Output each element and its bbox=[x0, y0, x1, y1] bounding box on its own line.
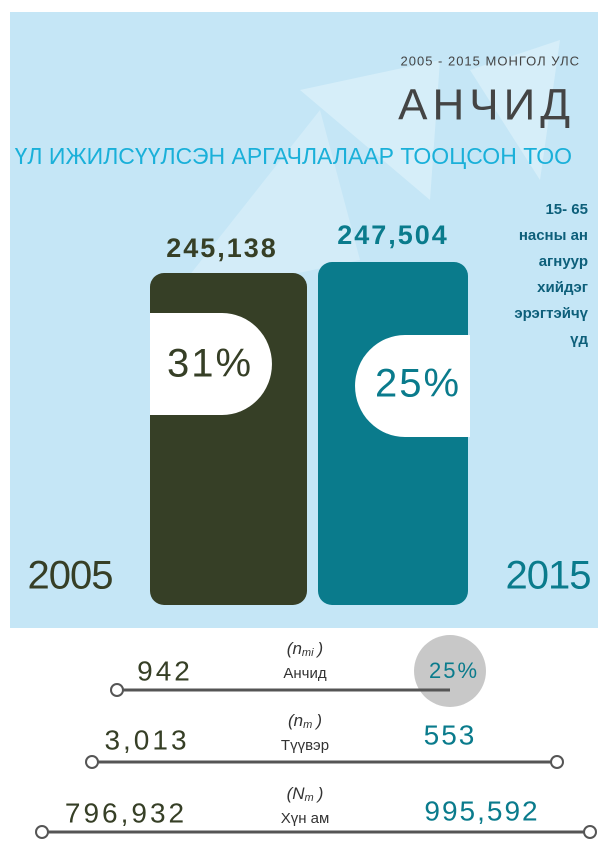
bar-share: 31% bbox=[167, 342, 253, 386]
note-line: үд bbox=[570, 331, 588, 348]
row-left-value: 3,013 bbox=[104, 724, 189, 755]
row-label: Хүн ам bbox=[281, 810, 330, 827]
row-symbol: (Nm) bbox=[287, 784, 324, 803]
rows: 942(nmi)Анчид 25%3,013(nm)Түүвэр 553796,93… bbox=[35, 639, 597, 839]
symbol-base: (n bbox=[288, 711, 303, 730]
row-label: Түүвэр bbox=[281, 737, 329, 754]
row-symbol: (nm) bbox=[288, 711, 322, 730]
bar-total: 247,504 bbox=[337, 220, 449, 250]
note: 15- 65 насны ан агнуур хийдэг эрэгтэйчү үд bbox=[514, 201, 588, 348]
bar-share: 25% bbox=[375, 362, 461, 406]
row-dot bbox=[85, 755, 99, 769]
row-symbol: (nmi) bbox=[287, 639, 323, 658]
note-line: агнуур bbox=[539, 253, 588, 270]
pill bbox=[355, 335, 470, 437]
row-left-value: 942 bbox=[137, 655, 193, 686]
pill bbox=[150, 313, 272, 415]
decor bbox=[170, 110, 360, 300]
row-dot bbox=[550, 755, 564, 769]
bar-year: 2005 bbox=[28, 554, 113, 598]
row-right-value: 25% bbox=[429, 658, 479, 683]
note-line: эрэгтэйчү bbox=[514, 305, 588, 322]
bar-year: 2015 bbox=[506, 554, 591, 598]
row-right-value: 995,592 bbox=[424, 795, 539, 826]
decor bbox=[470, 40, 560, 180]
bottom-panel bbox=[0, 628, 599, 845]
note-line: хийдэг bbox=[537, 279, 588, 296]
row-dot bbox=[35, 825, 49, 839]
symbol-close: ) bbox=[316, 784, 324, 803]
title: АНЧИД bbox=[398, 81, 575, 130]
symbol-base: (n bbox=[287, 639, 302, 658]
bar-total: 245,138 bbox=[166, 233, 278, 263]
symbol-sub: mi bbox=[302, 647, 314, 659]
bars: 245,138 31% 2005 247,504 25% 2015 bbox=[28, 220, 592, 598]
row-dot bbox=[110, 683, 124, 697]
row-left-value: 796,932 bbox=[65, 797, 187, 828]
symbol-close: ) bbox=[316, 639, 324, 658]
note-line: насны ан bbox=[519, 227, 588, 244]
symbol-close: ) bbox=[314, 711, 322, 730]
symbol-sub: m bbox=[303, 719, 312, 731]
symbol-sub: m bbox=[305, 792, 314, 804]
decor bbox=[300, 60, 440, 200]
subtitle: 2005 - 2015 МОНГОЛ УЛС bbox=[401, 53, 581, 68]
symbol-base: (N bbox=[287, 784, 306, 803]
row-label: Анчид bbox=[283, 665, 326, 682]
row-dot bbox=[583, 825, 597, 839]
note-line: 15- 65 bbox=[545, 201, 588, 218]
heading: ҮЛ ИЖИЛСҮҮЛСЭН АРГАЧЛАЛААР ТООЦСОН ТОО bbox=[15, 143, 572, 169]
row-right-value: 553 bbox=[424, 719, 477, 750]
